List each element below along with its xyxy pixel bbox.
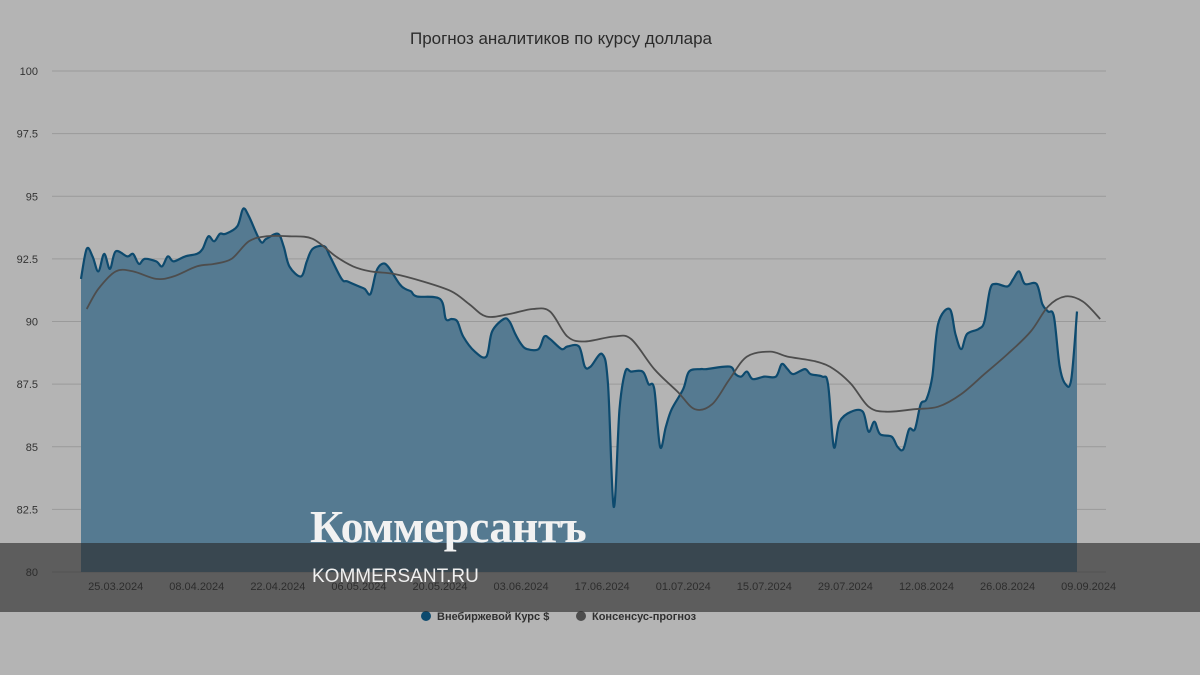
legend-item-1[interactable]: Консенсус-прогноз xyxy=(576,611,697,623)
series-area-0 xyxy=(81,208,1077,572)
y-tick-label: 90 xyxy=(26,317,38,329)
legend-item-0[interactable]: Внебиржевой Курс $ xyxy=(421,611,549,623)
legend-marker xyxy=(576,611,586,621)
legend-label: Внебиржевой Курс $ xyxy=(437,611,549,623)
series-line-0 xyxy=(79,207,1079,509)
plot-area xyxy=(79,207,1101,572)
legend-label: Консенсус-прогноз xyxy=(592,611,697,623)
watermark-url[interactable]: KOMMERSANT.RU xyxy=(312,566,479,587)
y-tick-label: 82.5 xyxy=(17,504,38,516)
watermark-logo: Коммерсантъ xyxy=(310,501,587,552)
y-tick-label: 97.5 xyxy=(17,129,38,141)
y-tick-label: 100 xyxy=(20,66,38,78)
legend: Внебиржевой Курс $ Консенсус-прогноз xyxy=(421,611,697,623)
series-line-1 xyxy=(85,234,1101,413)
y-tick-label: 92.5 xyxy=(17,254,38,266)
chart-title: Прогноз аналитиков по курсу доллара xyxy=(410,29,713,48)
watermark-band xyxy=(0,543,1200,612)
y-tick-label: 87.5 xyxy=(17,379,38,391)
y-tick-label: 85 xyxy=(26,442,38,454)
legend-marker xyxy=(421,611,431,621)
y-tick-label: 95 xyxy=(26,191,38,203)
